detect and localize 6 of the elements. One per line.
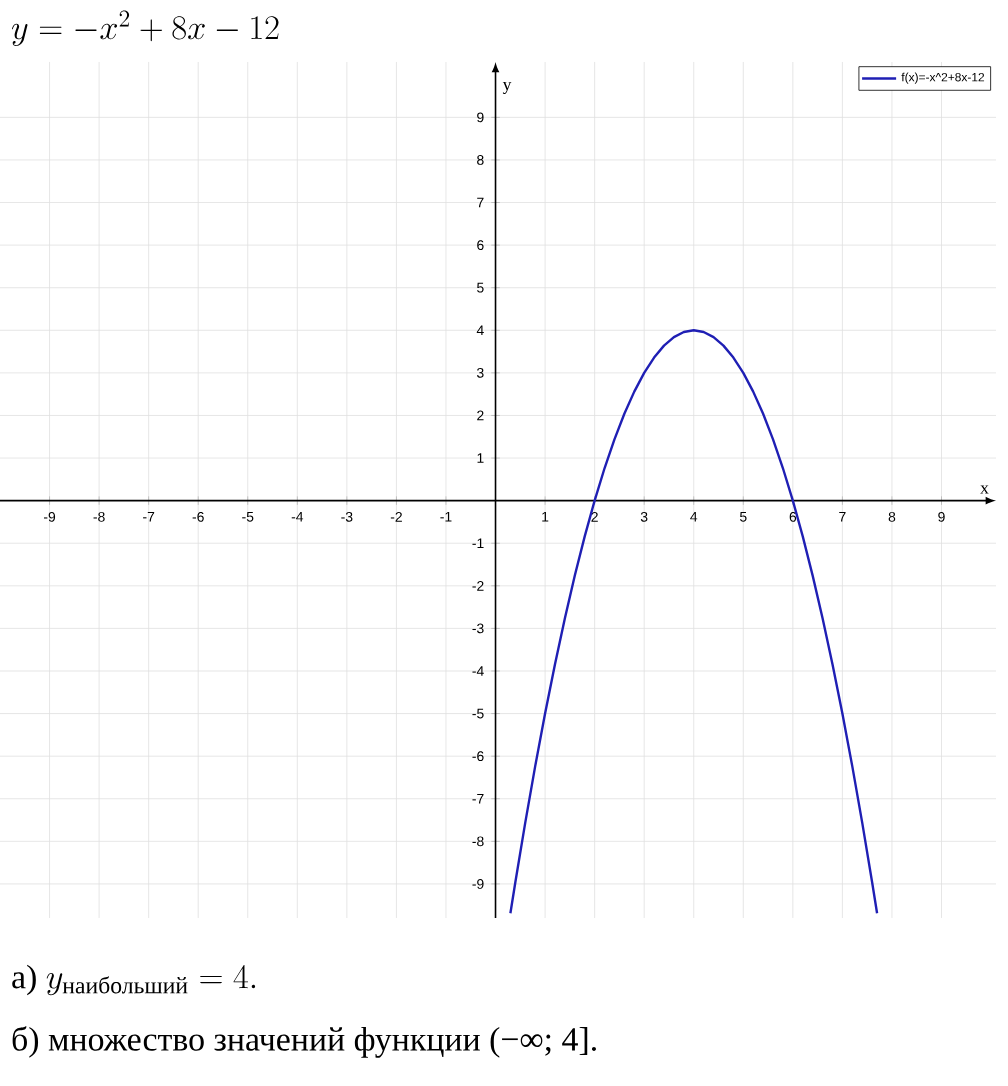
- y-axis-title: y: [502, 81, 512, 94]
- text: б) множество значений функции (−∞; 4].: [12, 1026, 596, 1058]
- text: $\text{а) } y_{\text{наибольший}} = 4.$: [12, 964, 256, 996]
- x-axis-title: x: [980, 485, 989, 494]
- chart-title: $y = -x^{2} + 8x - 12$: [11, 10, 279, 46]
- line-series: [509, 329, 879, 915]
